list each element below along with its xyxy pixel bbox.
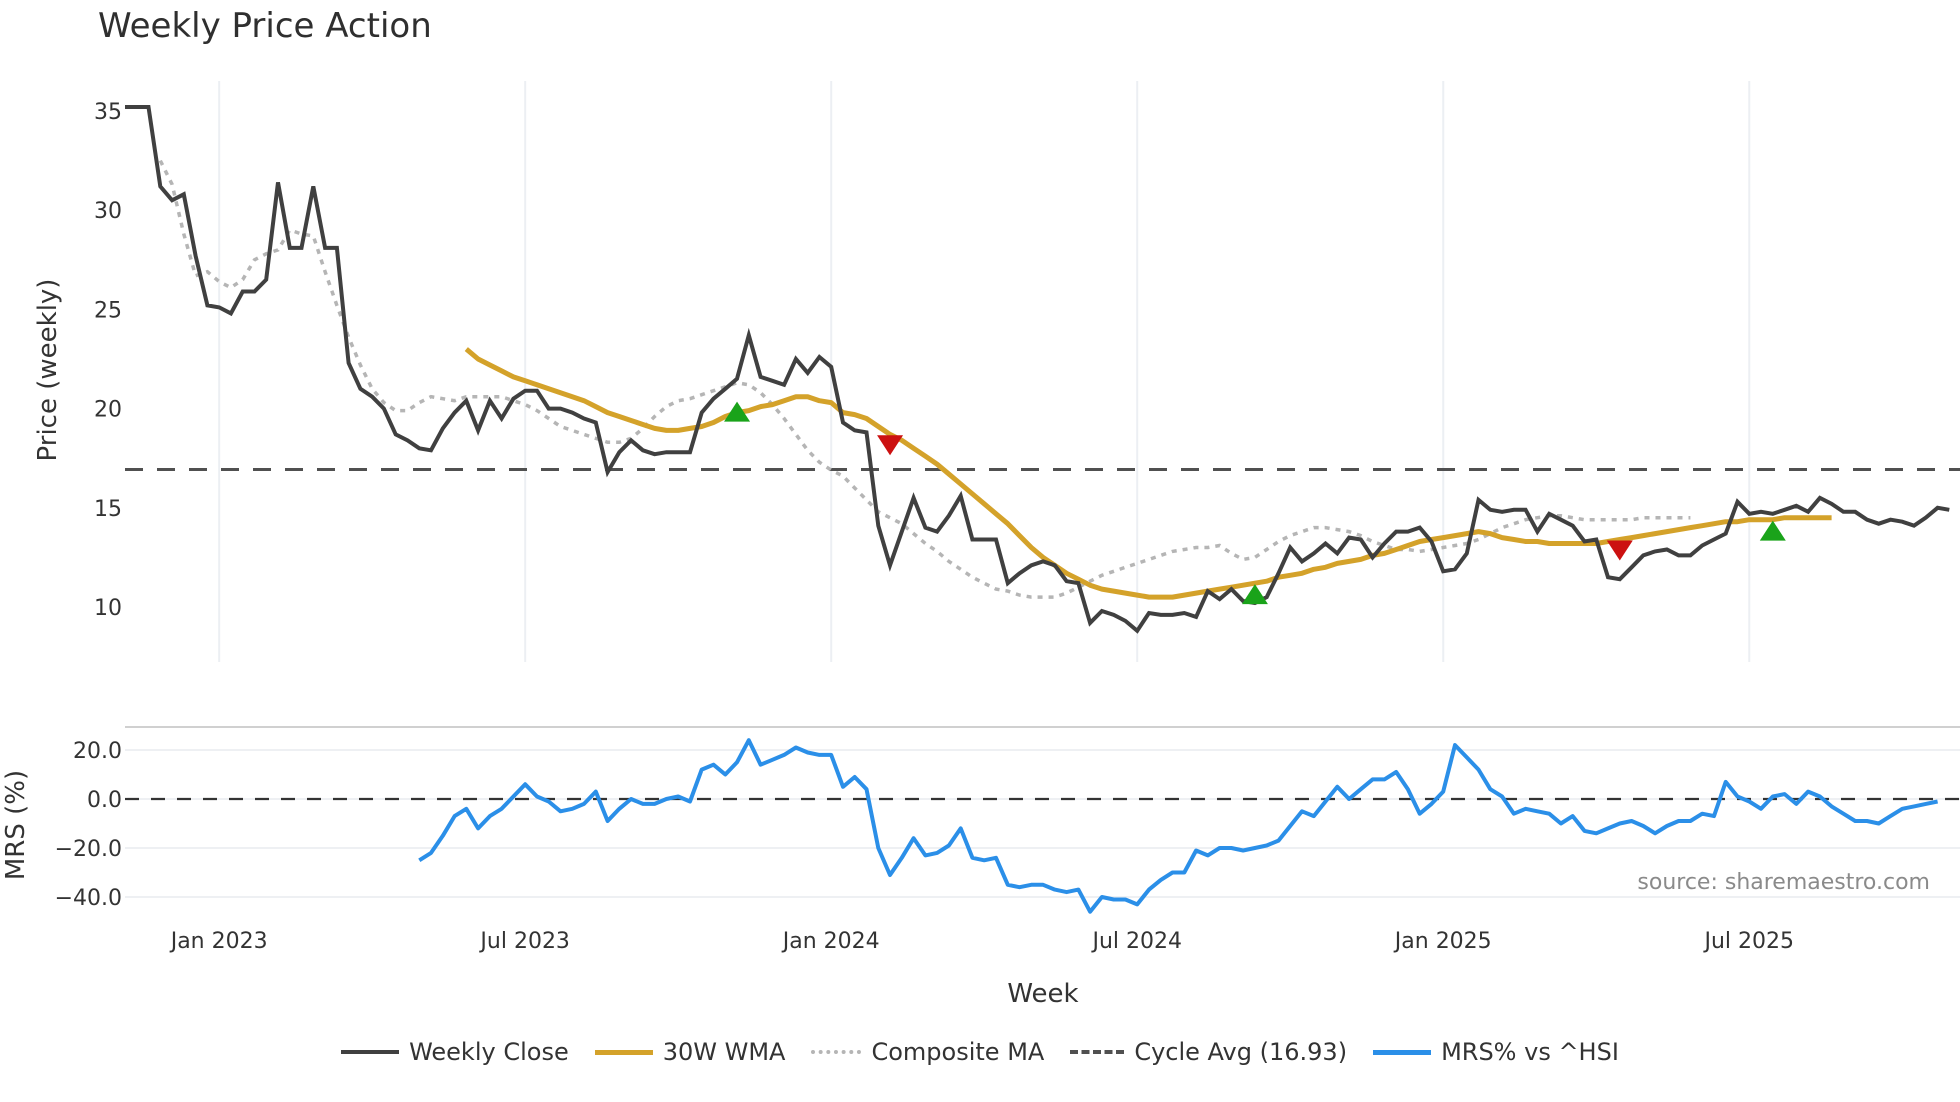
mrs-y-tick-label: −20.0	[55, 837, 122, 862]
legend-item-weekly-close[interactable]: Weekly Close	[341, 1038, 569, 1066]
legend-label: 30W WMA	[662, 1038, 786, 1066]
x-tick-label: Jul 2025	[1702, 929, 1794, 954]
legend-label: Cycle Avg (16.93)	[1134, 1038, 1348, 1066]
dashed-line-swatch-icon	[1070, 1050, 1125, 1054]
source-note: source: sharemaestro.com	[1637, 870, 1930, 895]
price-y-tick-label: 20	[94, 398, 122, 423]
solid-line-swatch-icon	[1373, 1049, 1432, 1055]
mrs-y-tick-label: −40.0	[55, 886, 122, 911]
mrs-y-tick-label: 0.0	[87, 788, 122, 813]
mrs-y-axis-title: MRS (%)	[1, 770, 31, 880]
x-axis-ticks: Jan 2023 Jul 2023 Jan 2024 Jul 2024 Jan 2025…	[169, 929, 1794, 954]
sell-signal-triangle-icon	[877, 435, 904, 456]
x-tick-label: Jan 2023	[169, 929, 268, 954]
sell-signal-triangle-icon	[1606, 540, 1633, 561]
price-y-tick-label: 30	[94, 199, 122, 224]
legend-label: Composite MA	[871, 1038, 1045, 1066]
price-y-tick-label: 35	[94, 100, 122, 125]
chart-title: Weekly Price Action	[98, 6, 432, 46]
buy-signal-triangle-icon	[724, 401, 751, 422]
composite-ma-line	[158, 159, 1691, 599]
mrs-y-axis-ticks: 20.0 0.0 −20.0 −40.0	[55, 739, 122, 911]
x-tick-label: Jan 2024	[781, 929, 880, 954]
buy-signal-triangle-icon	[1241, 584, 1268, 605]
x-tick-label: Jan 2025	[1393, 929, 1492, 954]
legend-item-cycle-avg[interactable]: Cycle Avg (16.93)	[1070, 1038, 1347, 1066]
solid-line-swatch-icon	[594, 1049, 653, 1055]
legend-item-composite-ma[interactable]: Composite MA	[811, 1038, 1044, 1066]
price-y-tick-label: 25	[94, 298, 122, 323]
dotted-line-swatch-icon	[811, 1050, 862, 1054]
mrs-line	[418, 738, 1938, 914]
legend: Weekly Close 30W WMA Composite MA Cycle …	[0, 1030, 1960, 1074]
price-y-axis-title: Price (weekly)	[33, 279, 63, 462]
x-axis-title: Week	[1007, 979, 1078, 1009]
legend-label: Weekly Close	[409, 1038, 569, 1066]
price-panel-gridlines	[218, 81, 1751, 662]
price-y-tick-label: 15	[94, 497, 122, 522]
price-y-tick-label: 10	[94, 596, 122, 621]
chart-canvas: 35 30 25 20 15 10 Price (weekly) 20.0 0.0 −20.0…	[1, 81, 1960, 1009]
solid-line-swatch-icon	[341, 1050, 400, 1054]
x-tick-label: Jul 2024	[1090, 929, 1182, 954]
buy-signal-triangle-icon	[1759, 520, 1786, 541]
legend-label: MRS% vs ^HSI	[1441, 1038, 1619, 1066]
wma-30w-line	[464, 347, 1832, 600]
legend-item-wma[interactable]: 30W WMA	[594, 1038, 786, 1066]
mrs-panel-gridlines	[125, 749, 1960, 898]
price-y-axis-ticks: 35 30 25 20 15 10	[94, 100, 122, 621]
mrs-y-tick-label: 20.0	[73, 739, 122, 764]
legend-item-mrs[interactable]: MRS% vs ^HSI	[1373, 1038, 1619, 1066]
weekly-close-line	[125, 105, 1950, 634]
x-tick-label: Jul 2023	[478, 929, 570, 954]
signal-markers	[724, 401, 1786, 605]
